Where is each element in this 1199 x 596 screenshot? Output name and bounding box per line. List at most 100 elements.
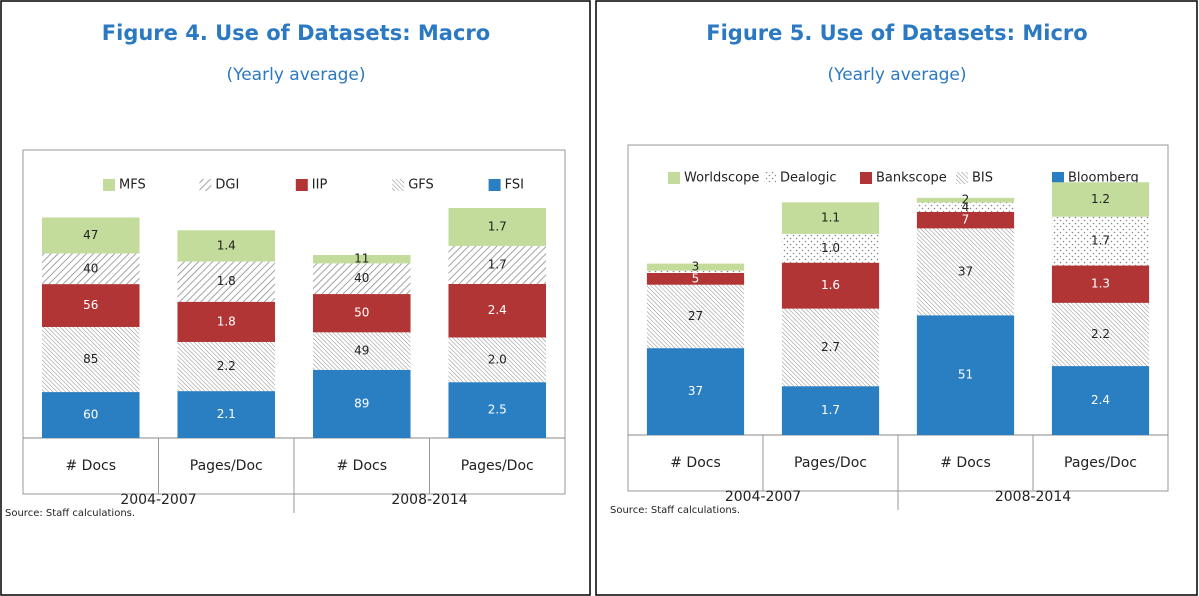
bar-segment <box>646 348 745 435</box>
legend-swatch <box>956 172 968 184</box>
bar-segment <box>41 284 140 327</box>
bar-segment <box>41 217 140 254</box>
data-label: 49 <box>354 344 369 358</box>
data-label: 3 <box>692 260 700 274</box>
bar-segment <box>448 207 547 246</box>
bar-segment <box>177 230 276 262</box>
data-label: 1.3 <box>1091 277 1110 291</box>
bar-segment <box>177 391 276 438</box>
data-label: 56 <box>83 298 98 312</box>
bar-segment <box>646 284 745 349</box>
data-label: 89 <box>354 396 369 410</box>
bar-segment <box>781 202 880 234</box>
bar-segment <box>646 263 745 271</box>
bar-segment <box>448 283 547 338</box>
data-label: 1.8 <box>217 314 236 328</box>
data-label: 1.7 <box>488 219 507 233</box>
legend-swatch <box>488 179 501 191</box>
data-label: 85 <box>83 352 98 366</box>
x-tick-label: # Docs <box>65 458 116 474</box>
data-label: 1.8 <box>217 274 236 288</box>
group-label: 2008-2014 <box>995 489 1071 505</box>
bar-segment <box>177 261 276 302</box>
legend-label: Bloomberg <box>1068 171 1139 186</box>
legend-swatch <box>295 179 308 191</box>
bar-segment <box>1051 302 1150 367</box>
bar-segment <box>448 337 547 383</box>
legend-label: GFS <box>408 178 434 193</box>
bar-segment <box>177 341 276 392</box>
legend-label: DGI <box>215 178 239 193</box>
bar-segment <box>1051 366 1150 435</box>
bar-segment <box>916 197 1015 203</box>
bar-segment <box>916 315 1015 435</box>
data-label: 1.7 <box>488 257 507 271</box>
data-label: 27 <box>688 309 703 323</box>
legend-swatch <box>103 179 115 191</box>
bar-segment <box>1051 265 1150 303</box>
legend-swatch <box>860 172 872 184</box>
bar-segment <box>1051 182 1150 217</box>
panel-frame <box>595 0 1198 596</box>
data-label: 11 <box>354 252 369 266</box>
group-label: 2004-2007 <box>725 489 801 505</box>
data-label: 40 <box>354 271 369 285</box>
data-label: 47 <box>83 228 98 242</box>
legend-label: MFS <box>119 178 146 193</box>
legend-swatch <box>668 172 680 184</box>
x-tick-label: # Docs <box>670 455 721 471</box>
data-label: 2.4 <box>488 303 507 317</box>
data-label: 1.7 <box>821 403 840 417</box>
data-label: 2.2 <box>1091 327 1110 341</box>
data-label: 60 <box>83 408 98 422</box>
legend-swatch <box>392 179 405 191</box>
legend-swatch <box>199 179 212 191</box>
bar-segment <box>646 273 745 285</box>
chart-title: Figure 5. Use of Datasets: Micro <box>706 21 1087 45</box>
data-label: 37 <box>688 384 703 398</box>
bar-segment <box>41 326 140 393</box>
bar-segment <box>312 369 411 438</box>
legend-label: Bankscope <box>876 171 947 186</box>
bar-segment <box>312 294 411 333</box>
bar-segment <box>177 301 276 342</box>
group-label: 2004-2007 <box>120 492 196 508</box>
bar-segment <box>312 332 411 370</box>
bar-segment <box>41 253 140 285</box>
source-note: Source: Staff calculations. <box>5 508 135 519</box>
panel-frame <box>0 0 591 596</box>
data-label: 1.4 <box>217 238 236 252</box>
x-tick-label: # Docs <box>940 455 991 471</box>
data-label: 2 <box>962 193 970 207</box>
group-label: 2008-2014 <box>391 492 467 508</box>
data-label: 40 <box>83 261 98 275</box>
data-label: 1.0 <box>821 241 840 255</box>
data-label: 50 <box>354 306 369 320</box>
x-tick-label: Pages/Doc <box>190 458 263 474</box>
data-label: 2.7 <box>821 340 840 354</box>
bar-segment <box>312 263 411 295</box>
data-label: 2.1 <box>217 407 236 421</box>
bar-segment <box>1051 216 1150 266</box>
chart-subtitle: (Yearly average) <box>226 65 365 85</box>
data-label: 2.5 <box>488 403 507 417</box>
legend-swatch <box>764 172 776 184</box>
bar-segment <box>781 308 880 387</box>
bar-segment <box>781 233 880 263</box>
data-label: 1.6 <box>821 278 840 292</box>
bar-segment <box>781 262 880 309</box>
x-tick-label: # Docs <box>336 458 387 474</box>
data-label: 4 <box>962 200 970 214</box>
data-label: 2.4 <box>1091 393 1110 407</box>
bar-segment <box>448 382 547 438</box>
bar-segment <box>781 386 880 435</box>
source-note: Source: Staff calculations. <box>610 505 740 516</box>
bar-segment <box>916 202 1015 212</box>
x-tick-label: Pages/Doc <box>794 455 867 471</box>
data-label: 37 <box>958 264 973 278</box>
data-label: 1.1 <box>821 211 840 225</box>
bar-segment <box>646 270 745 273</box>
bar-segment <box>448 245 547 284</box>
